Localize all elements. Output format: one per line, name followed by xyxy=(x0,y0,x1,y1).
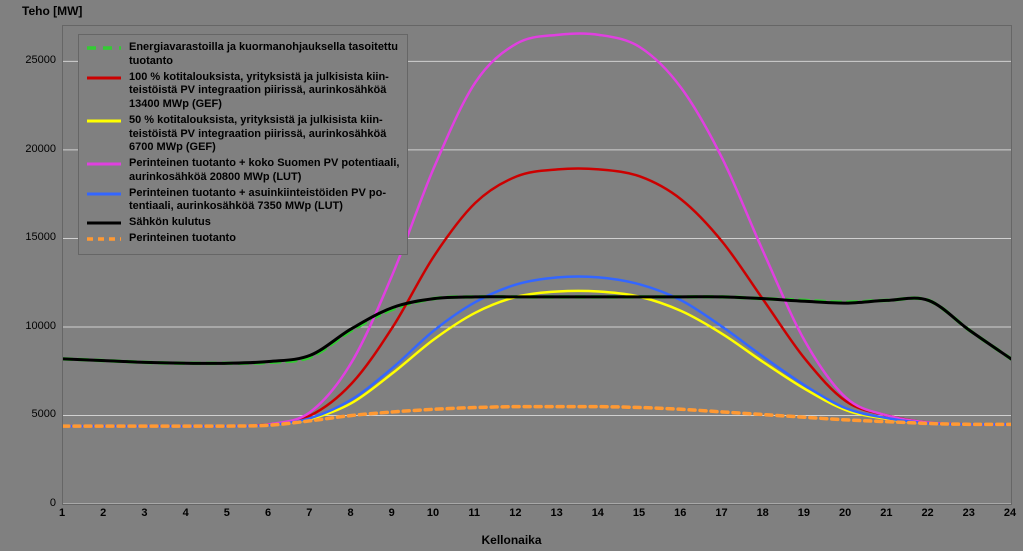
y-tick-label: 5000 xyxy=(14,408,56,420)
x-tick-label: 14 xyxy=(592,507,604,519)
x-tick-label: 16 xyxy=(674,507,686,519)
x-tick-label: 22 xyxy=(921,507,933,519)
legend-label: Perinteinen tuotanto + asuinkiinteistöid… xyxy=(129,187,386,215)
x-tick-label: 23 xyxy=(963,507,975,519)
x-tick-label: 18 xyxy=(757,507,769,519)
x-axis-title: Kellonaika xyxy=(481,533,541,547)
y-tick-label: 10000 xyxy=(14,320,56,332)
power-chart: Teho [MW] 0500010000150002000025000 1234… xyxy=(0,0,1023,551)
x-tick-label: 17 xyxy=(715,507,727,519)
x-tick-label: 9 xyxy=(389,507,395,519)
legend-item-storage_smoothed: Energiavarastoilla ja kuormanohjauksella… xyxy=(87,41,399,69)
series-consumption xyxy=(63,297,1011,364)
y-tick-label: 15000 xyxy=(14,231,56,243)
x-tick-label: 21 xyxy=(880,507,892,519)
legend-swatch xyxy=(87,216,121,230)
x-tick-label: 20 xyxy=(839,507,851,519)
y-axis-title: Teho [MW] xyxy=(22,4,82,18)
legend-label: Sähkön kulutus xyxy=(129,216,211,230)
legend-label: 50 % kotitalouksista, yrityksistä ja jul… xyxy=(129,114,386,155)
y-tick-label: 25000 xyxy=(14,54,56,66)
legend-label: 100 % kotitalouksista, yrityksistä ja ju… xyxy=(129,71,389,112)
x-tick-label: 8 xyxy=(347,507,353,519)
x-tick-label: 1 xyxy=(59,507,65,519)
legend-item-consumption: Sähkön kulutus xyxy=(87,216,399,230)
x-tick-label: 12 xyxy=(509,507,521,519)
legend: Energiavarastoilla ja kuormanohjauksella… xyxy=(78,34,408,255)
series-storage_smoothed xyxy=(63,297,1011,364)
legend-item-pv50: 50 % kotitalouksista, yrityksistä ja jul… xyxy=(87,114,399,155)
x-tick-label: 10 xyxy=(427,507,439,519)
legend-item-conventional: Perinteinen tuotanto xyxy=(87,232,399,246)
x-tick-label: 19 xyxy=(798,507,810,519)
x-tick-label: 5 xyxy=(224,507,230,519)
legend-item-pv100: 100 % kotitalouksista, yrityksistä ja ju… xyxy=(87,71,399,112)
series-lut_residential xyxy=(63,277,1011,427)
legend-label: Energiavarastoilla ja kuormanohjauksella… xyxy=(129,41,398,69)
x-tick-label: 15 xyxy=(633,507,645,519)
x-tick-label: 7 xyxy=(306,507,312,519)
legend-label: Perinteinen tuotanto + koko Suomen PV po… xyxy=(129,157,399,185)
legend-item-lut_full: Perinteinen tuotanto + koko Suomen PV po… xyxy=(87,157,399,185)
legend-swatch xyxy=(87,232,121,246)
x-tick-label: 13 xyxy=(550,507,562,519)
x-tick-label: 6 xyxy=(265,507,271,519)
x-tick-label: 11 xyxy=(468,507,480,519)
legend-item-lut_residential: Perinteinen tuotanto + asuinkiinteistöid… xyxy=(87,187,399,215)
legend-swatch xyxy=(87,157,121,171)
y-tick-label: 0 xyxy=(14,497,56,509)
x-tick-label: 24 xyxy=(1004,507,1016,519)
y-tick-label: 20000 xyxy=(14,143,56,155)
legend-swatch xyxy=(87,41,121,55)
legend-swatch xyxy=(87,187,121,201)
x-tick-label: 3 xyxy=(141,507,147,519)
legend-label: Perinteinen tuotanto xyxy=(129,232,236,246)
x-tick-label: 4 xyxy=(183,507,189,519)
x-tick-label: 2 xyxy=(100,507,106,519)
legend-swatch xyxy=(87,71,121,85)
legend-swatch xyxy=(87,114,121,128)
